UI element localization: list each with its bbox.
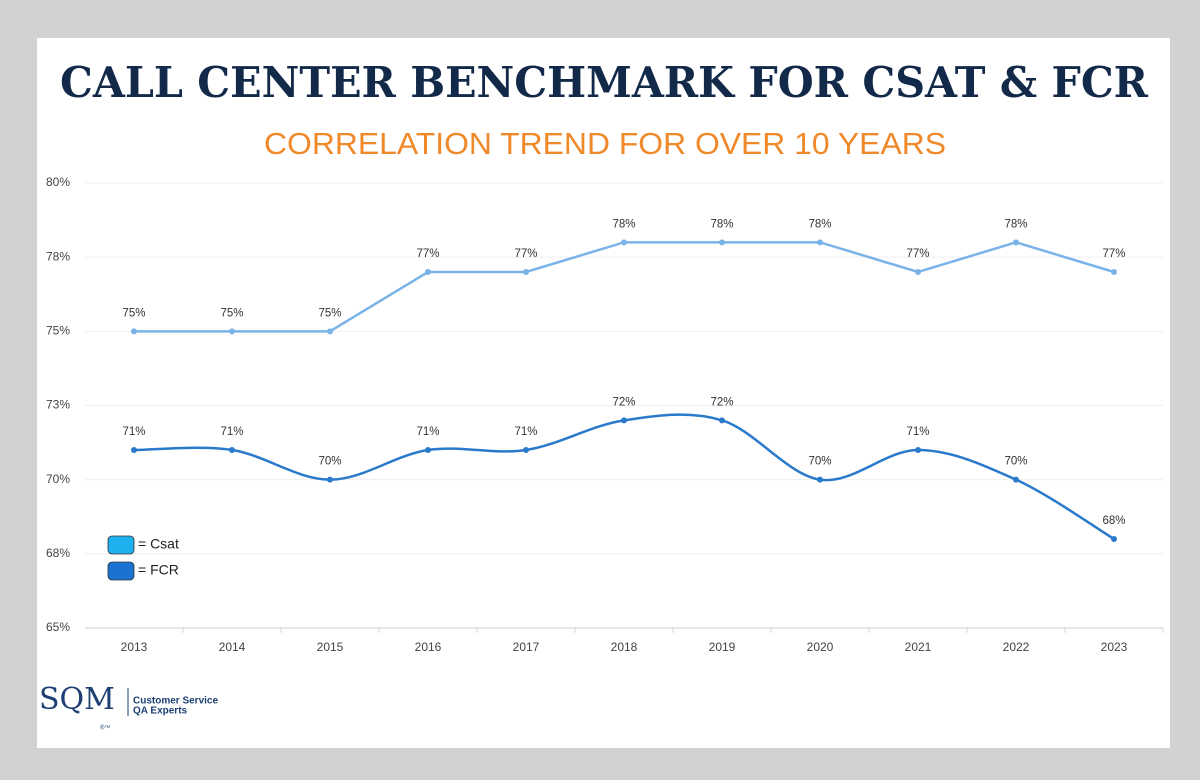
y-tick-label: 78%: [46, 249, 70, 263]
data-label: 72%: [710, 396, 733, 408]
data-label: 77%: [906, 248, 929, 260]
data-label: 70%: [1004, 456, 1027, 468]
point: [229, 328, 235, 335]
data-label: 77%: [514, 248, 537, 260]
point: [817, 476, 823, 483]
x-tick-label: 2018: [611, 640, 638, 654]
data-label: 77%: [1102, 248, 1125, 260]
y-tick-label: 65%: [46, 620, 70, 634]
data-label: 71%: [514, 426, 537, 438]
point: [131, 447, 137, 453]
y-tick-label: 75%: [46, 324, 70, 338]
point: [327, 328, 333, 335]
logo-line: QA Experts: [133, 706, 188, 717]
point: [915, 269, 921, 275]
data-label: 78%: [1004, 218, 1027, 230]
data-label: 70%: [808, 456, 831, 468]
x-tick-label: 2020: [807, 640, 834, 654]
x-tick-label: 2016: [415, 640, 442, 654]
point: [621, 239, 627, 246]
point: [425, 447, 431, 453]
y-tick-label: 80%: [46, 175, 70, 189]
data-label: 70%: [318, 456, 341, 468]
point: [1111, 269, 1117, 275]
y-tick-label: 68%: [46, 546, 70, 560]
point: [425, 269, 431, 275]
point: [1013, 476, 1019, 483]
point: [719, 417, 725, 424]
point: [1013, 239, 1019, 246]
chart-title: CALL CENTER BENCHMARK FOR CSAT & FCR: [60, 58, 1149, 107]
point: [719, 239, 725, 246]
chart-subtitle: CORRELATION TREND FOR OVER 10 YEARS: [264, 126, 946, 161]
logo-mark: SQM: [39, 682, 115, 717]
point: [523, 447, 529, 453]
data-label: 71%: [906, 426, 929, 438]
data-label: 75%: [318, 307, 341, 319]
legend-swatch: [107, 561, 135, 581]
legend-label: = Csat: [138, 536, 179, 552]
x-tick-label: 2015: [317, 640, 344, 654]
legend-label: = FCR: [138, 562, 179, 578]
data-label: 68%: [1102, 515, 1125, 527]
point: [131, 328, 137, 335]
point: [817, 239, 823, 246]
data-label: 78%: [808, 218, 831, 230]
data-label: 78%: [612, 218, 635, 230]
point: [327, 476, 333, 483]
x-tick-label: 2023: [1101, 640, 1128, 654]
card: [37, 38, 1170, 748]
point: [915, 447, 921, 453]
x-tick-label: 2017: [513, 640, 540, 654]
legend-swatch: [107, 535, 135, 555]
data-label: 77%: [416, 248, 439, 260]
x-tick-label: 2019: [709, 640, 736, 654]
data-label: 75%: [220, 307, 243, 319]
x-tick-label: 2013: [121, 640, 148, 654]
point: [523, 269, 529, 275]
x-tick-label: 2014: [219, 640, 246, 654]
y-tick-label: 70%: [46, 472, 70, 486]
y-tick-label: 73%: [46, 398, 70, 412]
logo-line: Customer Service: [133, 696, 218, 707]
data-label: 71%: [220, 426, 243, 438]
x-tick-label: 2022: [1003, 640, 1030, 654]
point: [229, 447, 235, 453]
data-label: 71%: [416, 426, 439, 438]
x-tick-label: 2021: [905, 640, 932, 654]
data-label: 71%: [122, 426, 145, 438]
logo-symbols: ®™: [100, 725, 110, 732]
logo: SQM ®™ Customer Service QA Experts: [39, 682, 218, 732]
point: [1111, 536, 1117, 542]
point: [621, 417, 627, 424]
data-label: 72%: [612, 396, 635, 408]
data-label: 75%: [122, 307, 145, 319]
data-label: 78%: [710, 218, 733, 230]
